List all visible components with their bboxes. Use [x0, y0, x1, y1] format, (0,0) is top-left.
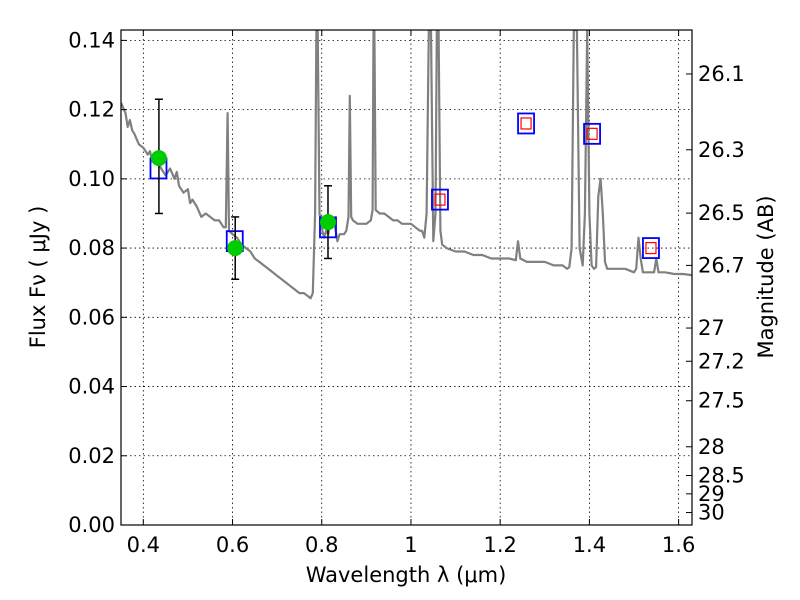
y-tick-label: 0.06 — [68, 305, 115, 329]
plot-frame — [120, 29, 693, 526]
right-tick-label: 29 — [698, 482, 725, 506]
x-tick-label: 1.4 — [573, 533, 606, 557]
x-tick-label: 1.2 — [483, 533, 516, 557]
x-tick-label: 0.8 — [305, 533, 338, 557]
x-tick-label: 0.6 — [216, 533, 249, 557]
y-tick-label: 0.00 — [68, 513, 115, 537]
axis-ticks: 0.4 0.6 0.8 1 1.2 1.4 1.6 0.00 0.02 0.04 0.06 0.08 0… — [68, 28, 745, 557]
spectrum-line — [121, 30, 692, 300]
y-tick-label: 0.08 — [68, 236, 115, 260]
right-tick-label: 27.2 — [698, 349, 745, 373]
right-tick-label: 26.3 — [698, 138, 745, 162]
right-tick-label: 27.5 — [698, 389, 745, 413]
model-photometry-marker — [431, 188, 449, 211]
y-tick-label: 0.14 — [68, 28, 115, 52]
right-tick-label: 26.1 — [698, 62, 745, 86]
right-axis-title: Magnitude (AB) — [754, 195, 778, 358]
right-tick-label: 26.5 — [698, 201, 745, 225]
right-tick-label: 26.7 — [698, 253, 745, 277]
photometry-markers — [149, 98, 660, 280]
right-tick-label: 27 — [698, 316, 725, 340]
y-tick-label: 0.02 — [68, 444, 115, 468]
predicted-photometry-marker — [434, 193, 446, 206]
y-axis-title: Flux Fν ( μJy ) — [26, 206, 50, 349]
y-tick-label: 0.10 — [68, 167, 115, 191]
right-tick-label: 28 — [698, 435, 725, 459]
x-axis-title: Wavelength λ (μm) — [306, 563, 507, 587]
observed-photometry-point — [227, 240, 244, 257]
model-photometry-marker — [642, 237, 660, 259]
observed-photometry-point — [150, 150, 167, 167]
predicted-photometry-marker — [645, 241, 657, 255]
grid-lines — [121, 30, 692, 526]
plot-area — [121, 30, 692, 300]
x-tick-label: 0.4 — [127, 533, 160, 557]
predicted-photometry-marker — [520, 117, 532, 130]
right-tick-label: 30 — [698, 501, 725, 525]
model-photometry-marker — [583, 122, 601, 145]
predicted-photometry-marker — [586, 127, 598, 140]
right-tick-label: 28.5 — [698, 464, 745, 488]
y-tick-label: 0.12 — [68, 98, 115, 122]
observed-photometry-point — [319, 214, 336, 231]
x-tick-label: 1.6 — [662, 533, 695, 557]
x-tick-label: 1 — [404, 533, 417, 557]
model-photometry-marker — [517, 112, 535, 135]
y-tick-label: 0.04 — [68, 375, 115, 399]
